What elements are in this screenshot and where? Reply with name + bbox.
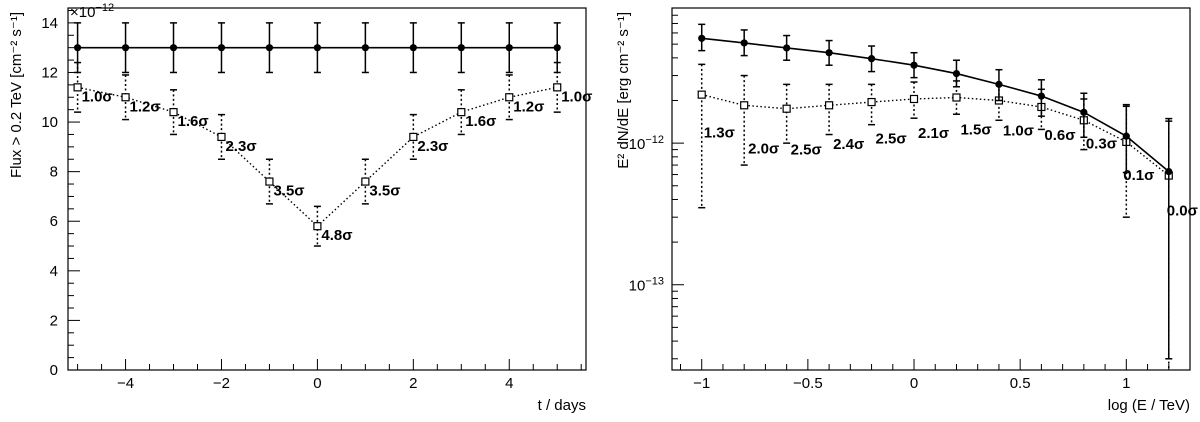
left-data: 1.0σ 1.2σ 1.6σ 2.3σ 3.5σ 4.8σ 3.5σ 2.3σ 1.6σ 1.2σ…: [73, 22, 592, 247]
left-constant-point: [313, 44, 322, 52]
left-dip-point: [313, 222, 322, 231]
right-observed-point: [867, 97, 876, 107]
left-constant-point: [553, 44, 561, 52]
right-x-tick-label: −0.5: [793, 375, 823, 392]
right-plot-frame: [671, 7, 1191, 371]
right-observed-point: [952, 93, 961, 102]
left-dip-point: [457, 108, 466, 117]
left-significance-label: 4.8σ: [321, 227, 352, 244]
right-significance-label: 2.0σ: [748, 140, 779, 157]
left-y-tick-label: 2: [50, 312, 58, 329]
left-significance-label: 3.5σ: [369, 183, 400, 200]
right-model-point: [910, 61, 918, 69]
right-model-point: [698, 34, 706, 42]
left-y-axis-title: Flux > 0.2 TeV [cm⁻² s⁻¹]: [8, 12, 25, 178]
right-y-axis-title: E² dN/dE [erg cm⁻² s⁻¹]: [615, 12, 632, 169]
left-constant-point: [121, 44, 130, 52]
light-curve-panel: −4 −2 0 2 4 0 2 4 6 8 10 12 14 1.0σ 1.2σ 1.6σ 2.3σ 3.5σ 4…: [8, 2, 592, 414]
right-model-point: [995, 80, 1003, 88]
left-dip-point: [73, 83, 82, 92]
left-significance-label: 1.0σ: [82, 88, 113, 105]
left-significance-label: 1.6σ: [178, 113, 209, 130]
right-x-tick-label: 1: [1122, 375, 1130, 392]
right-observed-point: [740, 101, 749, 110]
left-y-tick-label: 4: [50, 263, 58, 280]
left-axes: −4 −2 0 2 4 0 2 4 6 8 10 12 14: [41, 9, 582, 392]
right-model-point: [952, 69, 961, 78]
left-significance-label: 1.2σ: [130, 98, 161, 115]
right-observed-point: [782, 104, 791, 113]
left-significance-label: 1.6σ: [465, 113, 496, 130]
right-significance-label: 2.5σ: [791, 142, 822, 159]
right-x-axis-title: log (E / TeV): [1108, 397, 1190, 414]
right-significance-label: 0.6σ: [1044, 127, 1075, 144]
right-model-point: [783, 44, 791, 52]
left-significance-label: 2.3σ: [225, 138, 256, 155]
left-constant-point: [505, 44, 513, 52]
left-y-tick-label: 10: [41, 114, 58, 131]
left-constant-point: [217, 44, 226, 52]
left-dip-point: [265, 177, 274, 186]
right-observed-point: [909, 94, 919, 104]
left-dip-point: [217, 132, 226, 142]
right-y-tick-label: 10−13: [629, 276, 664, 295]
right-y-tick-label: 10−12: [629, 134, 664, 153]
right-x-tick-label: 0: [910, 375, 918, 392]
right-axes: −1 −0.5 0 0.5 1 10−13 10−12: [629, 7, 1191, 392]
left-x-tick-label: −4: [117, 375, 134, 392]
left-dip-point: [409, 132, 418, 142]
left-y-tick-label: 14: [41, 15, 58, 32]
left-constant-point: [457, 44, 465, 52]
right-significance-label: 1.3σ: [704, 125, 735, 142]
left-significance-label: 1.0σ: [561, 88, 592, 105]
left-dip-point: [121, 93, 130, 102]
left-x-axis-title: t / days: [538, 397, 586, 414]
right-observed-point: [697, 90, 706, 99]
right-observed-point: [824, 101, 834, 110]
left-y-tick-label: 0: [50, 362, 58, 379]
right-model-point: [867, 55, 876, 63]
right-significance-label: 2.1σ: [918, 125, 949, 142]
left-dip-point: [505, 93, 514, 102]
left-x-tick-label: 2: [409, 375, 417, 392]
left-significance-label: 3.5σ: [273, 183, 304, 200]
left-y-tick-label: 8: [50, 164, 58, 181]
right-significance-label: 0.1σ: [1123, 167, 1154, 184]
right-data: 1.3σ 2.0σ 2.5σ 2.4σ 2.5σ 2.1σ 1.5σ 1.0σ 0.6σ 0.3σ…: [697, 23, 1198, 370]
left-x-tick-label: 0: [313, 375, 321, 392]
left-plot-frame: [67, 7, 587, 371]
left-significance-label: 1.2σ: [513, 98, 544, 115]
right-significance-label: 1.0σ: [1003, 122, 1034, 139]
right-model-point: [740, 39, 748, 47]
left-constant-point: [73, 44, 82, 52]
left-constant-point: [361, 44, 369, 52]
left-constant-point: [169, 44, 178, 52]
left-dip-point: [553, 83, 562, 92]
left-y-multiplier: ×10−12: [70, 2, 114, 21]
right-model-point: [1080, 108, 1088, 116]
left-constant-point: [265, 44, 274, 52]
right-significance-label: 0.3σ: [1086, 135, 1117, 152]
right-x-tick-label: 0.5: [1010, 375, 1031, 392]
spectrum-panel: −1 −0.5 0 0.5 1 10−13 10−12 1.3σ 2.0σ 2.5σ 2.4σ 2.…: [615, 7, 1198, 414]
right-model-line: [701, 37, 1170, 173]
left-x-tick-label: 4: [505, 375, 513, 392]
right-significance-label: 2.5σ: [876, 130, 907, 147]
right-significance-label: 1.5σ: [960, 122, 991, 139]
left-significance-label: 2.3σ: [417, 138, 448, 155]
right-significance-label: 0.0σ: [1167, 203, 1198, 220]
right-model-point: [1165, 167, 1173, 176]
right-model-point: [825, 49, 833, 57]
right-model-point: [1122, 132, 1130, 140]
right-x-tick-label: −1: [693, 375, 710, 392]
left-x-tick-label: −2: [213, 375, 230, 392]
right-model-point: [1037, 92, 1045, 100]
left-constant-point: [409, 44, 417, 52]
left-y-tick-label: 12: [41, 64, 58, 81]
left-dip-point: [361, 177, 370, 186]
right-significance-label: 2.4σ: [833, 136, 864, 153]
left-y-tick-label: 6: [50, 213, 58, 230]
left-dip-point: [169, 108, 178, 117]
